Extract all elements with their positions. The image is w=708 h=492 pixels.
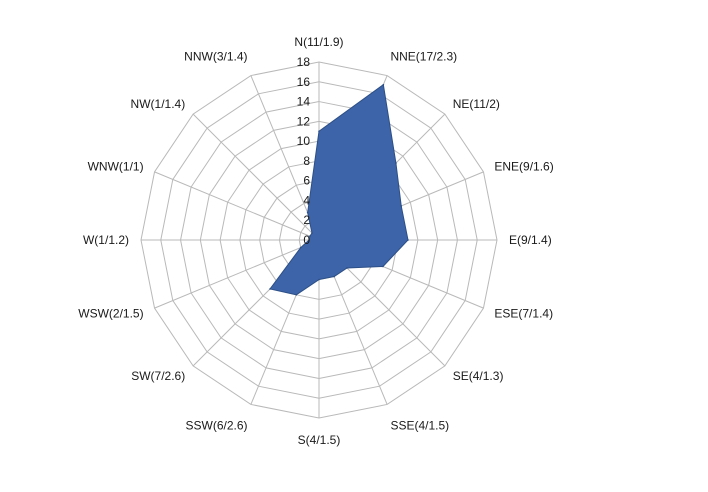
direction-label: SSW(6/2.6) [186, 418, 248, 432]
direction-label: S(4/1.5) [298, 433, 341, 447]
direction-label: SW(7/2.6) [131, 369, 185, 383]
direction-label: WSW(2/1.5) [78, 306, 143, 320]
label-layer: N(11/1.9) NNE(17/2.3) NE(11/2) ENE(9/1.6) E(… [78, 35, 553, 447]
data-series-area [269, 83, 409, 296]
data-point [269, 288, 271, 290]
direction-label: N(11/1.9) [294, 35, 343, 49]
grid-spoke [192, 113, 320, 241]
radial-tick-label: 0 [303, 233, 310, 247]
radial-tick-label: 12 [297, 114, 311, 128]
direction-label: NE(11/2) [453, 97, 500, 111]
direction-label: ESE(7/1.4) [494, 306, 553, 320]
radial-tick-label: 16 [297, 75, 311, 89]
direction-label: WNW(1/1) [88, 160, 144, 174]
data-layer [269, 83, 409, 296]
radial-tick-label: 10 [297, 134, 311, 148]
grid-spoke [154, 171, 320, 241]
data-point [382, 83, 385, 86]
radial-tick-label: 6 [303, 174, 310, 188]
direction-label: E(9/1.4) [509, 233, 552, 247]
radial-tick-label: 18 [297, 55, 311, 69]
direction-label: W(1/1.2) [83, 233, 129, 247]
radial-tick-label: 2 [303, 213, 310, 227]
data-point [306, 211, 309, 214]
radial-tick-label: 8 [303, 154, 310, 168]
grid-spoke [154, 239, 320, 309]
direction-label: NW(1/1.4) [131, 97, 186, 111]
data-point [309, 235, 311, 238]
data-point [382, 265, 384, 268]
radial-tick-label: 4 [303, 193, 310, 207]
data-point [346, 267, 348, 269]
data-point [407, 239, 409, 241]
data-point [333, 275, 335, 278]
direction-label: NNW(3/1.4) [184, 50, 247, 64]
data-point [295, 294, 298, 296]
data-point [395, 162, 397, 164]
data-point [400, 205, 403, 207]
direction-label: SE(4/1.3) [453, 369, 504, 383]
data-point [299, 246, 302, 249]
tick-layer: 0 2 4 6 8 10 12 14 16 18 [297, 55, 311, 247]
data-point [318, 130, 320, 133]
data-point [311, 232, 313, 234]
data-point [308, 239, 310, 241]
direction-label: ENE(9/1.6) [494, 160, 553, 174]
radial-tick-label: 14 [297, 95, 311, 109]
direction-label: NNE(17/2.3) [390, 50, 457, 64]
data-point [318, 278, 320, 281]
direction-label: SSE(4/1.5) [390, 418, 449, 432]
